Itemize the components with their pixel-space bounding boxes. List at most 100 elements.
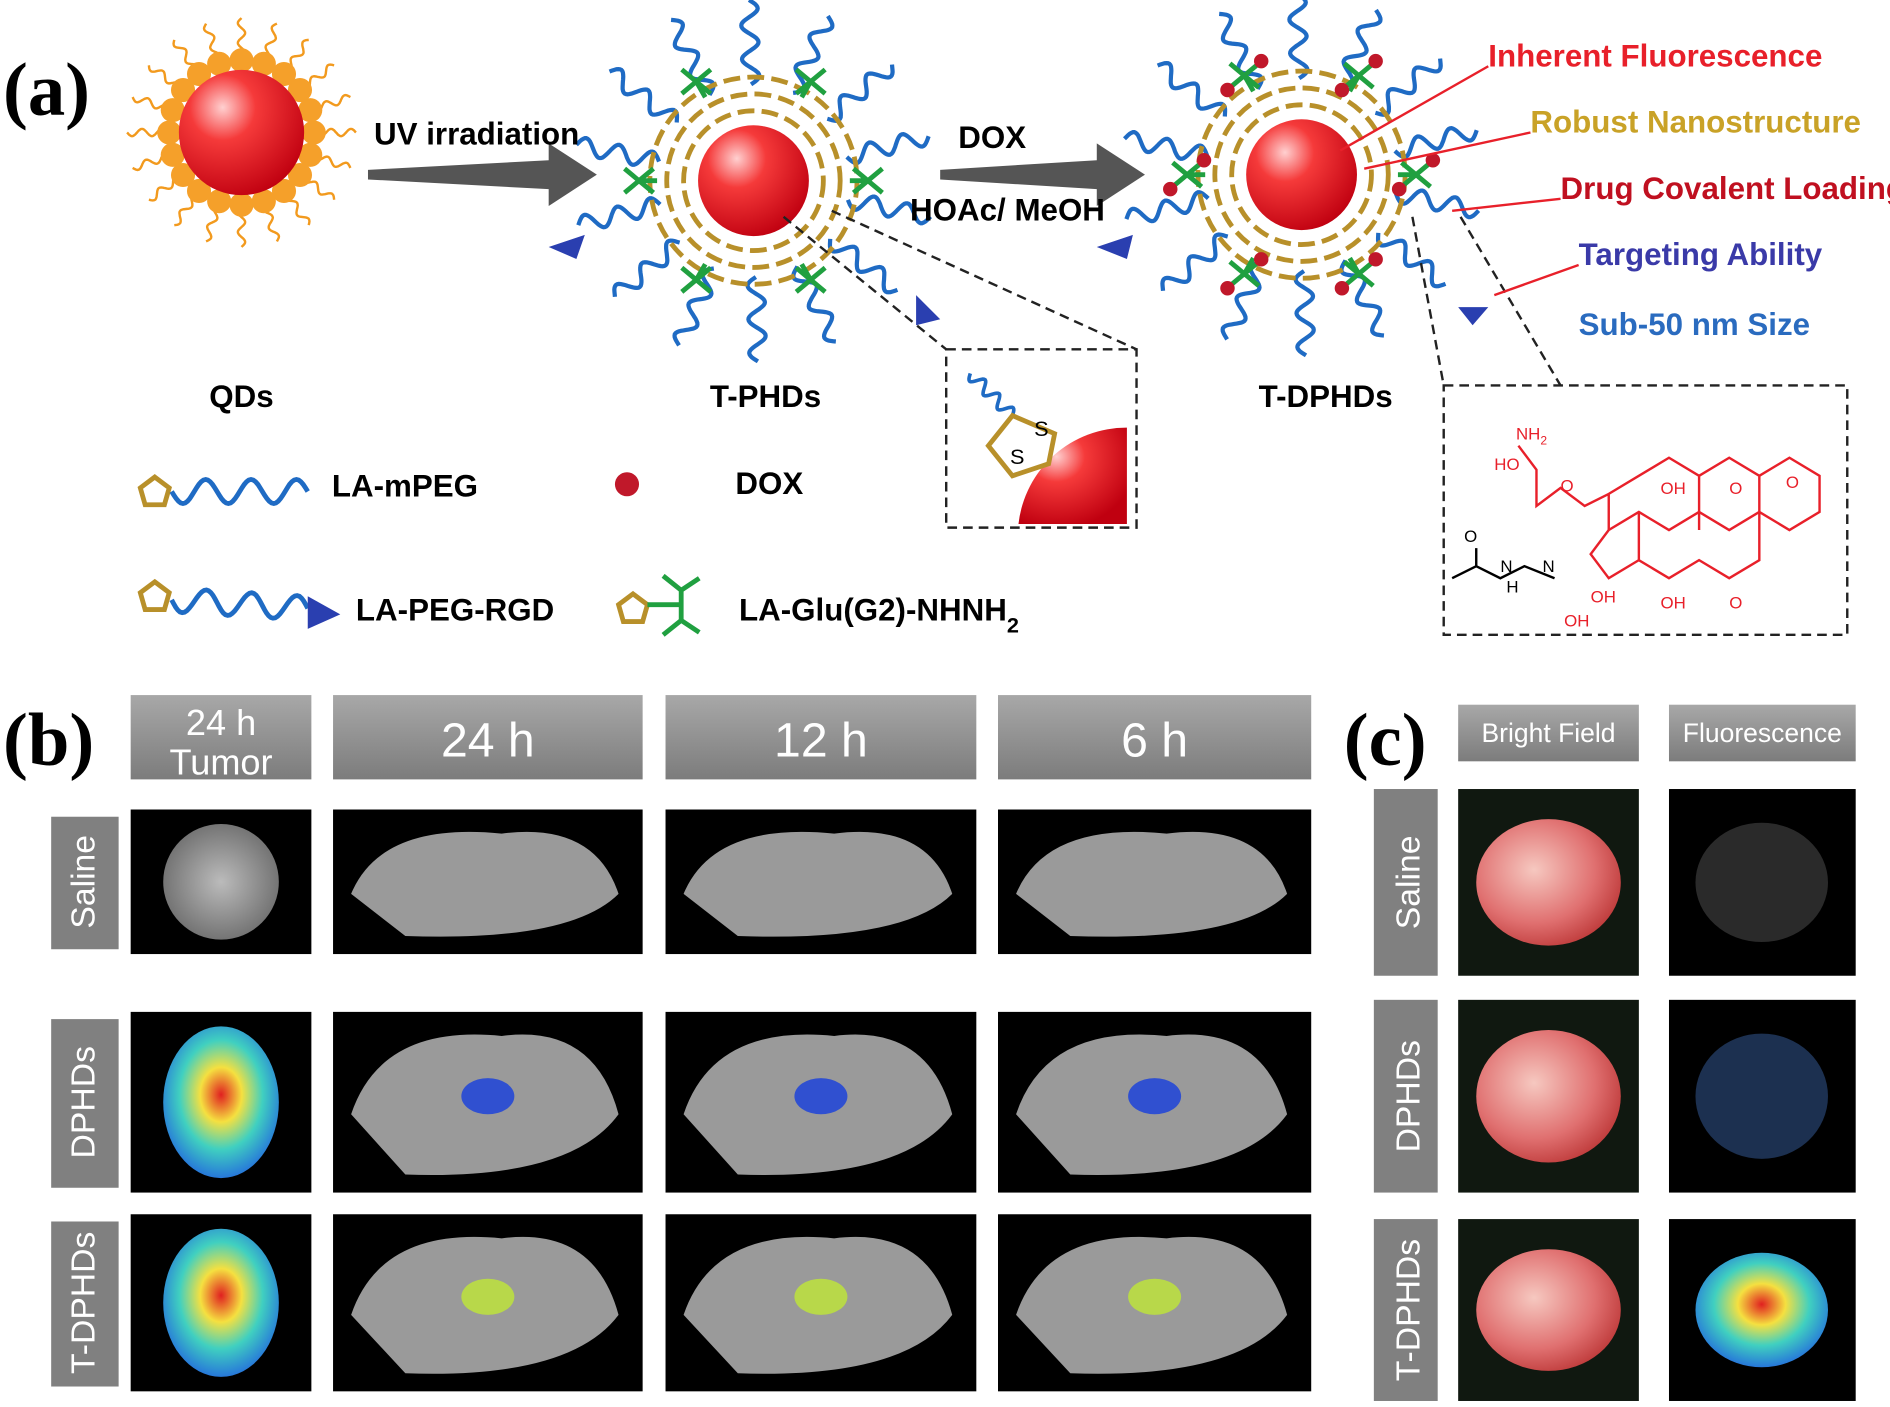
peg-chain (1122, 130, 1210, 161)
tumor (163, 1026, 279, 1179)
ligand-bead (207, 189, 232, 214)
tissue (1476, 819, 1621, 946)
atom-sub: 2 (1540, 434, 1547, 448)
rgd (307, 596, 341, 629)
dox-dot (1368, 53, 1383, 69)
peg-chain (826, 64, 895, 123)
atom-text: H (1506, 578, 1518, 597)
tumor (163, 823, 279, 940)
dox-dot (1163, 181, 1178, 197)
peg-chain (576, 196, 662, 230)
dox-dot (1220, 281, 1235, 296)
fluor (1695, 1252, 1828, 1368)
peg-chain (792, 14, 835, 95)
ligand-bead (229, 192, 254, 217)
atom-label: O (1561, 476, 1574, 495)
dendron (1228, 256, 1261, 288)
ligand-bead (298, 98, 323, 123)
lipoic-icon (137, 578, 172, 612)
peg-chain (1394, 188, 1481, 220)
shell (664, 91, 843, 270)
atom-text: OH (1564, 611, 1589, 630)
inset (945, 348, 1138, 529)
feature: Drug Covalent Loading (1561, 171, 1890, 206)
zoom-line (782, 209, 1138, 351)
peg-chain (1375, 232, 1447, 289)
dox-dot (1391, 181, 1407, 197)
ligand-bead (186, 61, 212, 87)
rgd (916, 295, 941, 326)
dendron (1342, 61, 1375, 93)
arrow-label: UV irradiation (374, 117, 579, 152)
tumor (163, 1228, 279, 1377)
dox-dot (1196, 152, 1212, 168)
atom-text: O (1729, 593, 1742, 612)
header: 6 h (1121, 714, 1188, 768)
header: Tumor (170, 742, 273, 783)
particle-name: T-PHDs (710, 379, 821, 414)
dox-dot (1220, 82, 1235, 98)
core (1246, 119, 1357, 231)
atom-label: O (1786, 473, 1799, 492)
header-box (333, 695, 643, 780)
ligand-bead (287, 77, 313, 103)
arrow (367, 143, 597, 206)
signal (461, 1078, 515, 1115)
arrow-label: DOX (958, 120, 1026, 155)
mouse (1016, 831, 1288, 937)
atom-label: N (1500, 557, 1512, 576)
atom-label: OH (1661, 593, 1686, 612)
atom-text: HO (1494, 455, 1519, 474)
row-box (51, 1019, 119, 1188)
ligand-bead (160, 98, 185, 123)
lipoic-icon (137, 474, 172, 508)
peg-chain (967, 372, 1016, 417)
atom-label: O (1464, 527, 1477, 546)
peg-chain (1160, 232, 1229, 291)
shell (681, 108, 826, 253)
row-label: Saline (1390, 836, 1428, 930)
lipoic-icon (615, 590, 651, 624)
decoration (126, 0, 1849, 637)
atom-text: O (1786, 473, 1799, 492)
dendron (1342, 256, 1375, 288)
legend-label-sub: 2 (1007, 612, 1019, 637)
dendron (680, 67, 713, 99)
row-label: T-DPHDs (1390, 1239, 1428, 1381)
signal (794, 1278, 848, 1315)
fluor (1695, 1033, 1828, 1159)
row-label: Saline (65, 835, 103, 929)
ligand-bead (287, 162, 313, 188)
atom-label: NH2 (1516, 425, 1547, 448)
tissue (1476, 1029, 1621, 1163)
peg-chain (1393, 126, 1479, 160)
dendron (647, 573, 701, 637)
dox-dot (1425, 152, 1441, 168)
header: 24 h (441, 714, 535, 768)
atom-text: NH (1516, 425, 1540, 444)
feature: Sub-50 nm Size (1579, 307, 1810, 342)
inset-core (1018, 427, 1127, 525)
peg-chain (1287, 0, 1310, 81)
ligand-bead (271, 178, 297, 204)
atom-label: OH (1564, 611, 1589, 630)
peg-chain (791, 265, 837, 344)
row-label: DPHDs (1390, 1040, 1428, 1152)
dox-dot (614, 472, 640, 497)
peg-chain (670, 17, 716, 96)
header-box (665, 695, 977, 780)
peg-chain (739, 0, 762, 87)
dox-dot (1253, 252, 1269, 267)
peg-chain (1293, 269, 1316, 358)
peg-chain (1340, 8, 1383, 89)
arrow (940, 143, 1145, 206)
panel-label: (b) (3, 699, 94, 782)
row-box (1373, 789, 1438, 976)
atom-text: N (1500, 557, 1512, 576)
atom-label: O (1729, 479, 1742, 498)
atom-label: N (1542, 557, 1554, 576)
shell (1229, 102, 1374, 247)
ligand-bead (207, 51, 232, 76)
